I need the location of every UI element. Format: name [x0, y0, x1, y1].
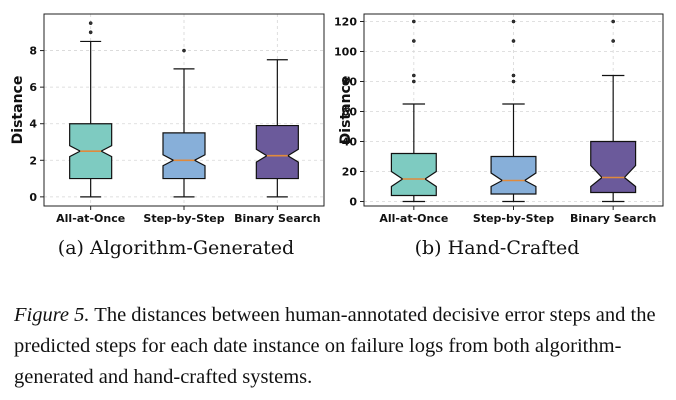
x-category-label: Step-by-Step	[473, 212, 554, 225]
y-tick-label: 4	[29, 118, 37, 131]
x-category-label: All-at-Once	[56, 212, 125, 225]
x-category-label: All-at-Once	[379, 212, 448, 225]
figure-caption: Figure 5. The distances between human-an…	[14, 300, 664, 393]
box-step-by-step	[162, 132, 206, 180]
y-tick-label: 120	[334, 16, 357, 29]
outlier-point	[411, 79, 416, 84]
y-tick-label: 100	[334, 46, 357, 59]
x-category-label: Binary Search	[234, 212, 320, 225]
caption-label: Figure 5.	[14, 304, 90, 326]
box-binary-search	[255, 124, 299, 180]
chart-panel-2: 0 20 40 60 80 100 120 All-at-Once Step-by-Step Bi…	[334, 13, 664, 259]
outlier-point	[411, 39, 416, 43]
outlier-point	[511, 73, 516, 78]
outlier-point	[411, 73, 416, 78]
y-tick-label: 0	[349, 196, 357, 209]
y-axis-title: Distance	[338, 76, 354, 145]
box-binary-search	[590, 140, 637, 194]
outlier-point	[611, 19, 616, 24]
subcaption: (b) Hand-Crafted	[415, 237, 580, 259]
outlier-point	[511, 79, 516, 84]
outlier-point	[411, 19, 416, 24]
box-step-by-step	[490, 155, 537, 195]
y-tick-label: 8	[29, 45, 37, 58]
outlier-point	[88, 21, 93, 25]
y-tick-label: 60	[342, 106, 358, 119]
y-tick-label: 20	[342, 166, 358, 179]
y-tick-label: 0	[29, 191, 37, 204]
y-tick-label: 40	[342, 136, 358, 149]
y-tick-label: 2	[29, 154, 37, 167]
caption-text: The distances between human-annotated de…	[14, 304, 656, 388]
chart-panel-1: 0 2 4 6 8 All-at-Once Step-by-Step Binary Searc…	[10, 13, 325, 259]
x-category-label: Step-by-Step	[143, 212, 224, 225]
y-axis-title: Distance	[10, 76, 26, 145]
y-tick-label: 6	[29, 81, 37, 94]
outlier-point	[182, 48, 186, 53]
outlier-point	[611, 39, 616, 43]
outlier-point	[511, 19, 516, 24]
y-tick-label: 80	[342, 76, 358, 89]
outlier-point	[511, 39, 516, 43]
x-category-label: Binary Search	[570, 212, 656, 225]
box-plot-figure: 0 2 4 6 8 All-at-Once Step-by-Step Binary Searc…	[10, 13, 664, 259]
box-all-at-once	[390, 152, 437, 197]
subcaption: (a) Algorithm-Generated	[58, 237, 294, 259]
outlier-point	[88, 30, 93, 35]
